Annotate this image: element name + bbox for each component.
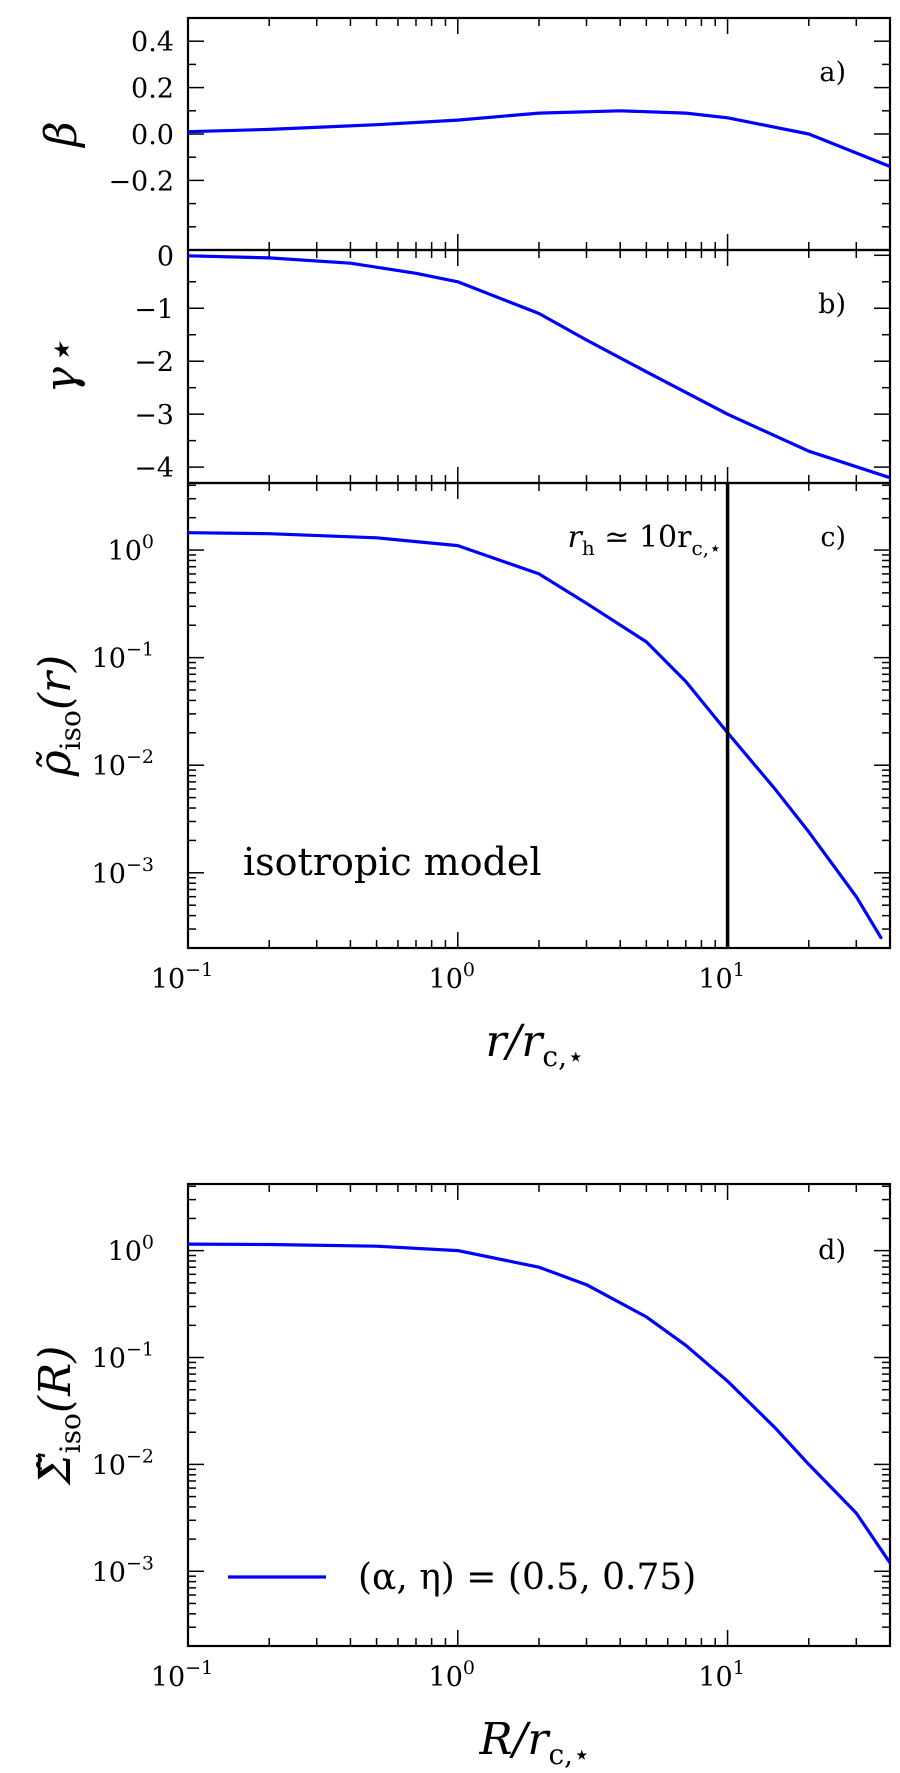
- y-ticks: [188, 484, 890, 949]
- panel-letter: a): [819, 57, 846, 88]
- legend: (α, η) = (0.5, 0.75): [228, 1557, 696, 1598]
- panel-c: 100 10−1 10−2 10−3 10−1 100 101 c) ρ̃iso(r) r/rc,…: [30, 481, 892, 1073]
- panel-b: 0 −1 −2 −3 −4 b) γ⋆: [36, 241, 892, 485]
- y-tick-label: −2: [134, 347, 174, 378]
- y-tick-label: 0: [157, 241, 174, 272]
- y-ticks: [188, 40, 890, 228]
- y-tick-label: −3: [134, 400, 174, 431]
- panel-letter: c): [820, 522, 846, 553]
- y-axis-title: Σ̃iso(R): [30, 1346, 87, 1487]
- legend-entry: (α, η) = (0.5, 0.75): [358, 1557, 696, 1598]
- x-ticks: [187, 250, 891, 483]
- x-tick-label: 101: [698, 959, 744, 995]
- y-tick-label: −4: [134, 453, 174, 484]
- x-ticks: [187, 1184, 891, 1646]
- panel-letter: d): [818, 1235, 846, 1266]
- half-light-radius-label: rh ≃ 10rc,⋆: [568, 520, 722, 560]
- x-tick-label: 10−1: [151, 959, 213, 995]
- y-tick-label: 10−1: [92, 1339, 154, 1375]
- y-tick-label: 100: [108, 1232, 154, 1268]
- series-line: [188, 254, 890, 480]
- y-tick-label: −1: [134, 294, 174, 325]
- y-axis-title: ρ̃iso(r): [30, 655, 87, 777]
- y-tick-label: 10−2: [92, 1445, 154, 1481]
- panel-a: 0.4 0.2 0.0 −0.2 a) β: [36, 16, 892, 252]
- x-tick-label: 101: [698, 1657, 744, 1693]
- series-line: [188, 1242, 890, 1565]
- y-ticks: [188, 1185, 890, 1647]
- y-tick-label: 10−2: [92, 746, 154, 782]
- panel-d: 100 10−1 10−2 10−3 10−1 100 101 d) Σ̃iso(R) R/rc,…: [30, 1182, 892, 1771]
- y-tick-label: 10−3: [92, 1552, 154, 1588]
- y-tick-label: 0.0: [131, 120, 174, 151]
- x-axis-title: r/rc,⋆: [486, 1016, 585, 1073]
- series-line: [188, 109, 890, 169]
- x-tick-label: 100: [429, 959, 475, 995]
- y-axis-title: γ⋆: [36, 340, 87, 394]
- y-tick-label: 10−3: [92, 854, 154, 890]
- plot-frame: [186, 16, 892, 252]
- x-tick-label: 100: [429, 1657, 475, 1693]
- y-ticks: [188, 254, 890, 468]
- y-tick-label: −0.2: [108, 166, 174, 197]
- y-tick-label: 100: [108, 531, 154, 567]
- panel-letter: b): [818, 289, 846, 320]
- y-tick-label: 10−1: [92, 639, 154, 675]
- y-tick-label: 0.2: [131, 74, 174, 105]
- y-axis-title: β: [36, 121, 87, 148]
- x-ticks: [187, 18, 891, 250]
- model-annotation: isotropic model: [243, 840, 542, 884]
- plot-frame: [186, 248, 892, 485]
- y-tick-label: 0.4: [131, 27, 174, 58]
- x-tick-label: 10−1: [151, 1657, 213, 1693]
- series-line: [188, 531, 883, 940]
- x-axis-title: R/rc,⋆: [478, 1714, 590, 1771]
